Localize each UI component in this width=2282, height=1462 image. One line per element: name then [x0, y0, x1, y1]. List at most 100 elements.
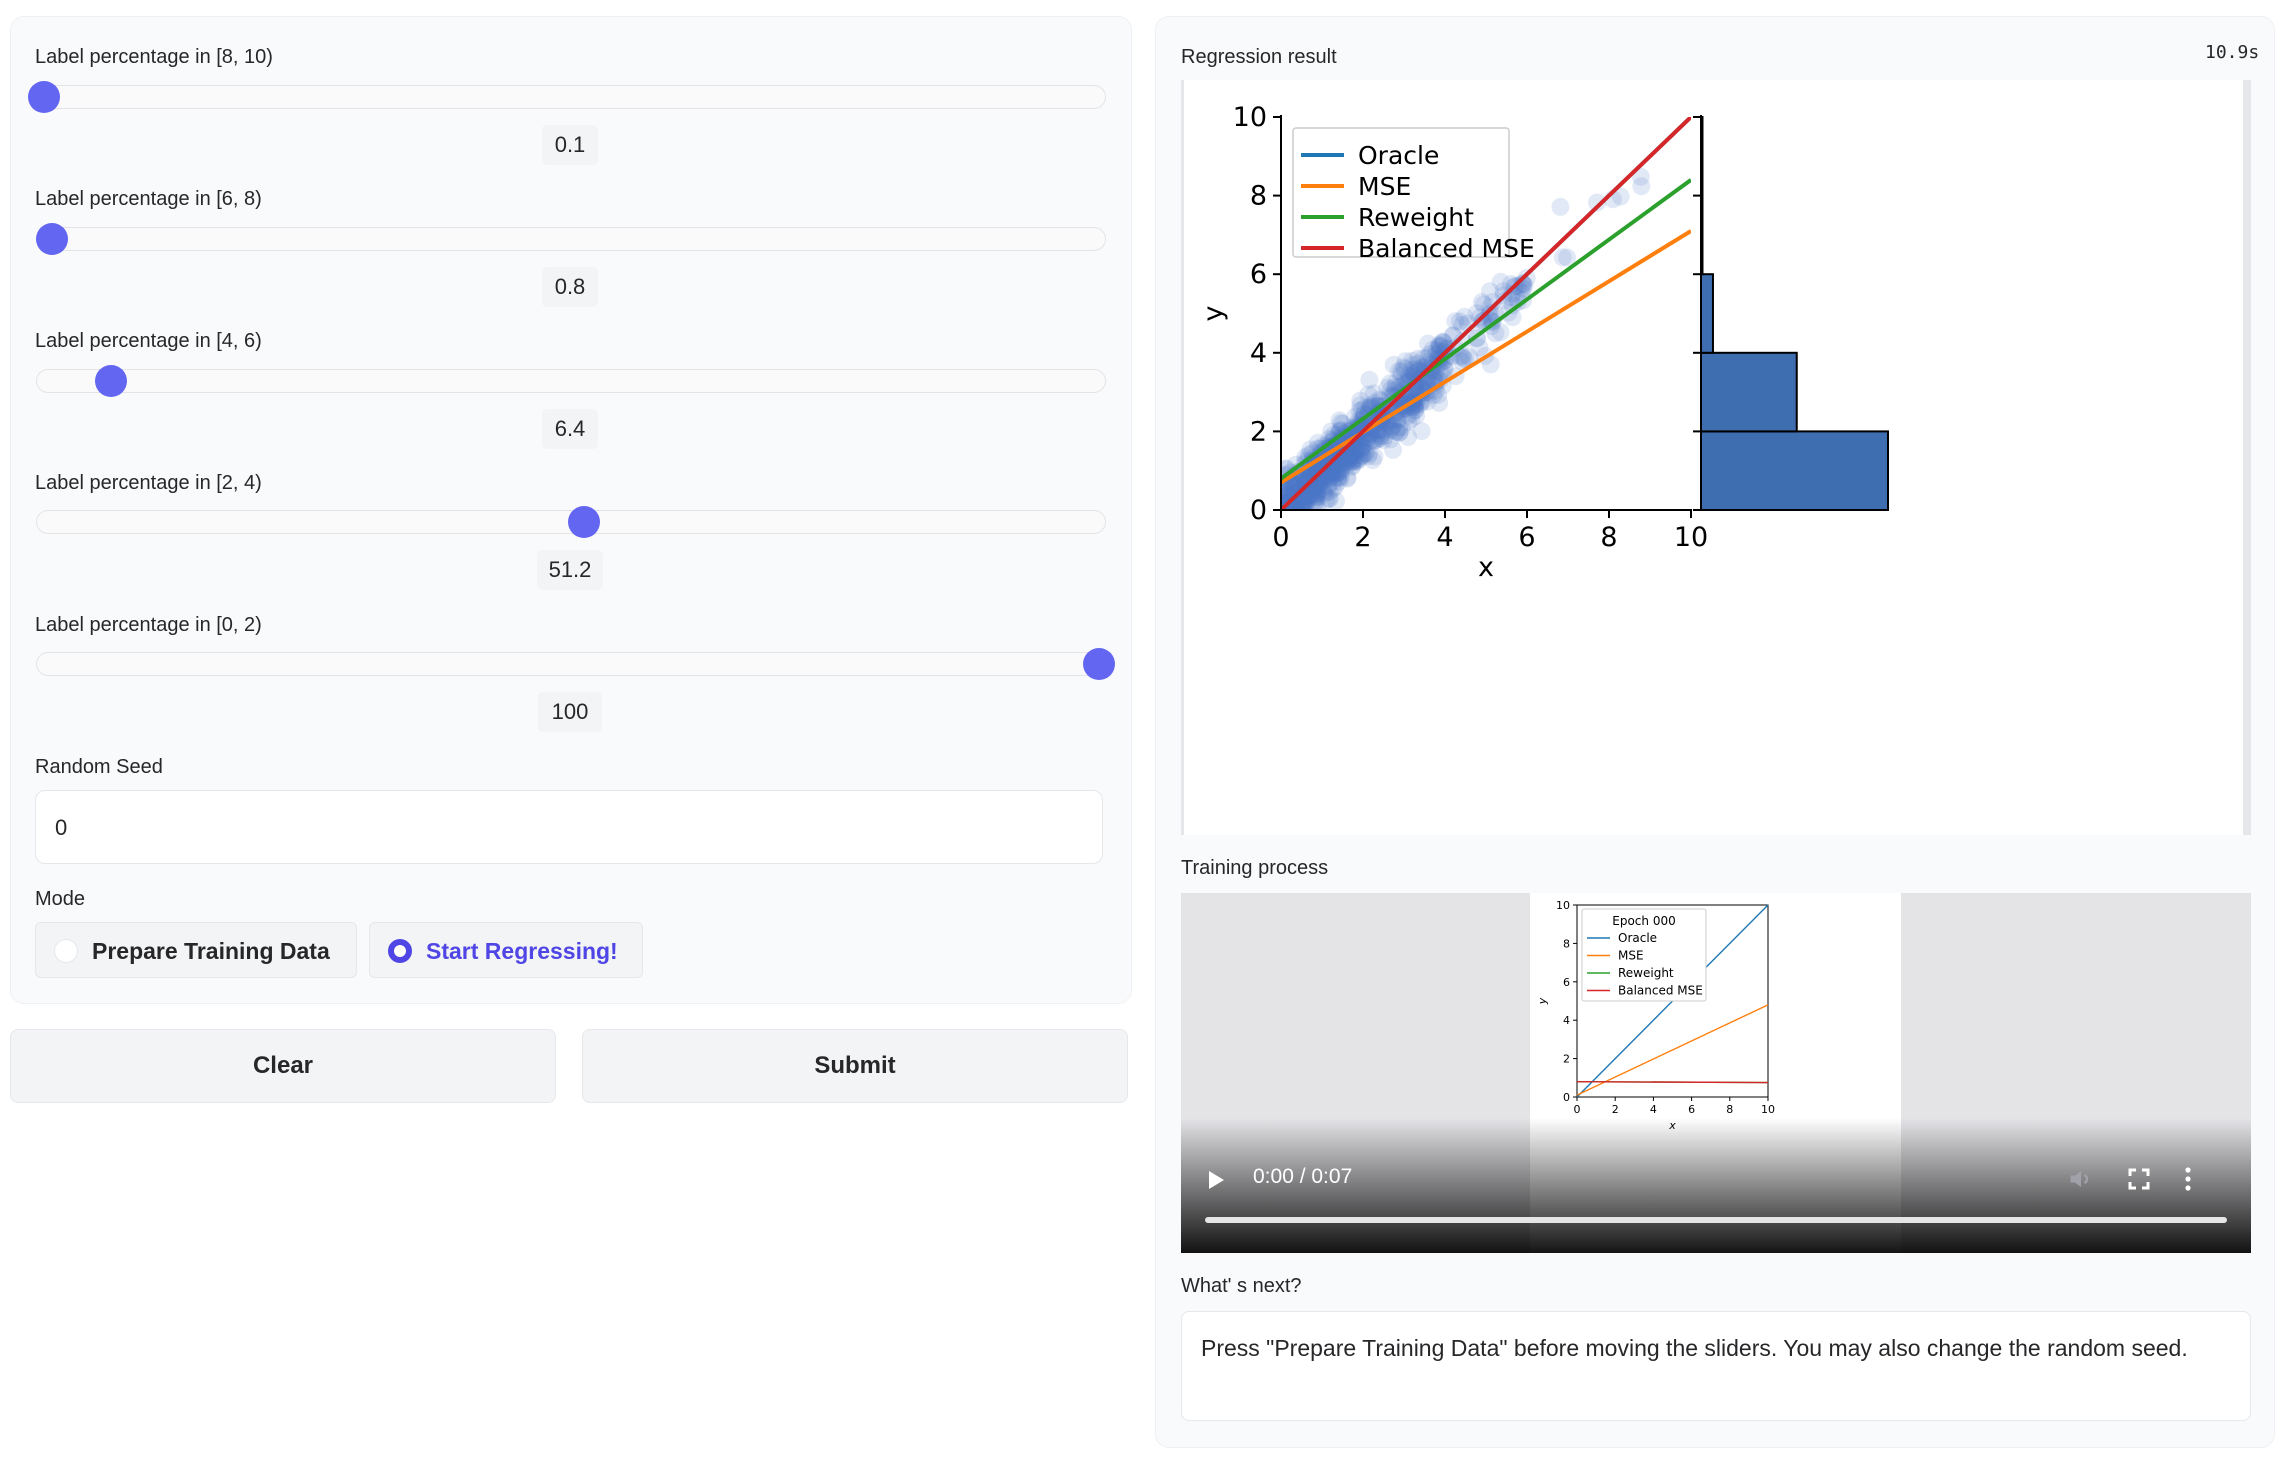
scatter-point [1329, 468, 1348, 487]
x-tick-label: 6 [1518, 522, 1535, 553]
scatter-point [1363, 451, 1382, 470]
epoch-x-tick-label: 2 [1612, 1103, 1619, 1116]
scatter-point [1320, 459, 1338, 478]
scatter-point [1501, 275, 1520, 293]
scatter-point [1303, 466, 1322, 485]
radio-checked-icon[interactable] [388, 939, 412, 963]
epoch-y-tick-label: 6 [1563, 976, 1570, 989]
scatter-point [1408, 354, 1427, 373]
scatter-point [1285, 475, 1304, 494]
clear-button[interactable]: Clear [10, 1029, 556, 1103]
slider-value[interactable]: 0.1 [542, 125, 598, 165]
y-tick-label: 6 [1250, 259, 1267, 290]
scatter-point [1371, 429, 1389, 448]
fullscreen-icon[interactable] [2127, 1167, 2151, 1191]
scatter-point [1350, 401, 1369, 420]
epoch-series-line [1576, 1080, 1769, 1084]
scatter-point [1503, 296, 1522, 315]
scatter-point [1322, 458, 1341, 477]
scatter-point [1433, 364, 1452, 383]
slider-value[interactable]: 6.4 [542, 409, 598, 449]
scatter-point [1300, 470, 1319, 489]
scatter-point [1301, 487, 1320, 506]
scatter-point [1351, 440, 1369, 459]
slider-thumb[interactable] [35, 223, 68, 255]
scatter-point [1306, 462, 1325, 481]
scatter-point [1419, 334, 1438, 353]
scatter-point [1360, 444, 1378, 463]
training-video[interactable]: 02468100246810xyEpoch 000OracleMSEReweig… [1181, 893, 2251, 1253]
scatter-point [1390, 423, 1409, 442]
scatter-point [1349, 441, 1368, 460]
scatter-point [1297, 505, 1314, 510]
slider-value[interactable]: 51.2 [537, 550, 603, 590]
scatter-point [1351, 391, 1370, 410]
scatter-point [1355, 444, 1374, 462]
scatter-point [1320, 482, 1339, 501]
seed-label: Random Seed [35, 756, 163, 778]
scatter-point [1409, 349, 1428, 368]
scatter-point [1430, 393, 1449, 412]
scatter-point [1326, 478, 1344, 496]
mode-option-label: Start Regressing! [426, 938, 618, 964]
scatter-point [1346, 446, 1365, 465]
slider-track[interactable] [36, 365, 1106, 397]
slider-value[interactable]: 0.8 [542, 267, 598, 307]
slider-thumb[interactable] [1082, 648, 1115, 680]
scatter-point [1306, 481, 1325, 499]
slider-label: Label percentage in [0, 2) [35, 614, 262, 636]
slider-thumb[interactable] [567, 506, 600, 538]
scatter-point [1322, 467, 1341, 486]
scatter-point [1508, 292, 1527, 311]
play-icon[interactable] [1209, 1171, 1224, 1189]
mode-option-label: Prepare Training Data [92, 938, 330, 964]
scatter-point [1406, 359, 1425, 378]
scatter-point [1402, 398, 1421, 416]
mode-option-regress[interactable]: Start Regressing! [369, 922, 643, 978]
scatter-point [1285, 505, 1301, 510]
scatter-point [1293, 494, 1312, 510]
submit-button[interactable]: Submit [582, 1029, 1128, 1103]
scatter-point [1298, 505, 1314, 510]
scatter-point [1551, 197, 1570, 216]
y-axis-label: y [1198, 305, 1229, 321]
scatter-point [1474, 311, 1493, 330]
scatter-point [1351, 396, 1370, 415]
scatter-point [1376, 426, 1395, 445]
slider-track[interactable] [36, 506, 1106, 538]
scatter-point [1281, 487, 1299, 506]
scatter-point [1323, 473, 1342, 492]
mute-icon[interactable] [2067, 1165, 2095, 1193]
slider-track[interactable] [35, 223, 1106, 255]
mode-option-prepare[interactable]: Prepare Training Data [35, 922, 357, 978]
scatter-point [1314, 482, 1333, 501]
radio-unchecked-icon[interactable] [54, 939, 78, 963]
scatter-point [1346, 440, 1365, 459]
slider-track[interactable] [28, 81, 1106, 113]
scatter-point [1325, 425, 1343, 444]
scatter-point [1330, 441, 1349, 460]
scatter-point [1412, 422, 1431, 441]
regression-label: Regression result [1181, 46, 1337, 68]
scatter-point [1369, 404, 1387, 423]
scatter-point [1298, 487, 1317, 506]
slider-thumb[interactable] [28, 81, 61, 113]
video-progress-bar[interactable] [1205, 1217, 2227, 1223]
scatter-point [1316, 464, 1335, 483]
scatter-point [1320, 459, 1339, 478]
more-options-icon[interactable] [2182, 1165, 2194, 1193]
scatter-point [1322, 457, 1341, 476]
slider-track[interactable] [36, 648, 1115, 680]
seed-input[interactable]: 0 [35, 790, 1103, 864]
slider-value[interactable]: 100 [538, 692, 602, 732]
scatter-point [1330, 450, 1349, 468]
scatter-point [1303, 464, 1322, 483]
scatter-point [1329, 468, 1348, 487]
scatter-point [1341, 446, 1360, 465]
slider-thumb[interactable] [94, 365, 127, 397]
scatter-point [1331, 468, 1350, 487]
scatter-point [1402, 409, 1421, 428]
series-line [1281, 117, 1691, 510]
x-tick-label: 4 [1436, 522, 1453, 553]
legend-label: Balanced MSE [1358, 234, 1535, 263]
